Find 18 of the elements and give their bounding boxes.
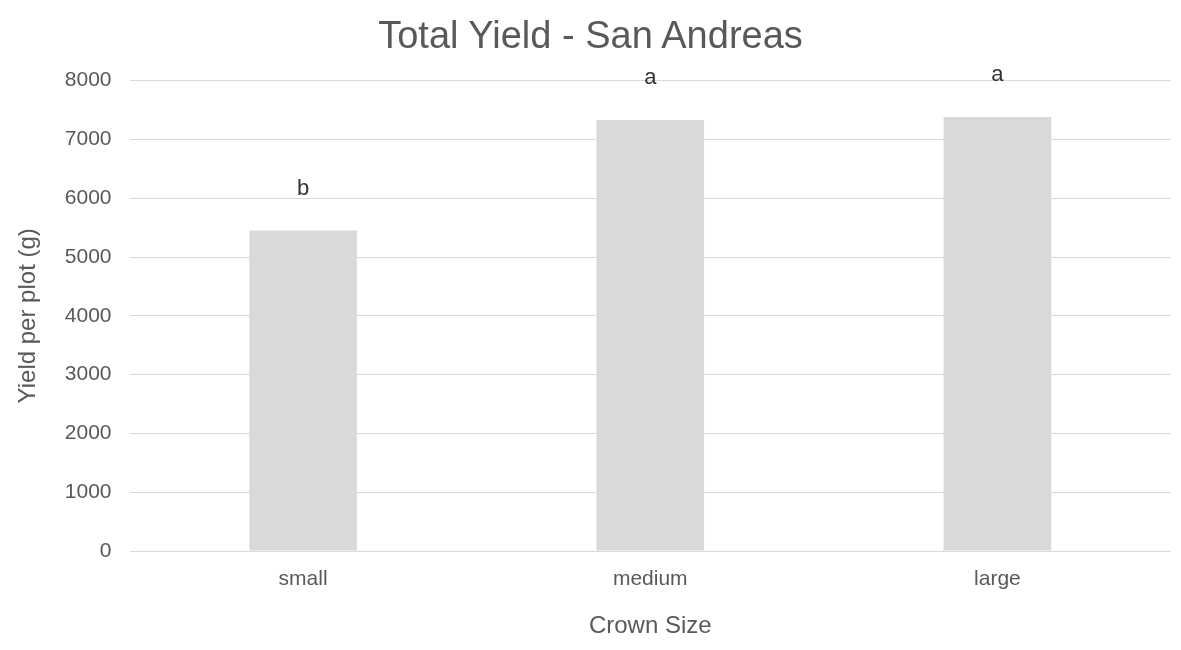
y-tick-label: 8000 <box>64 67 112 91</box>
annotation: a <box>991 61 1005 87</box>
y-tick-label: 0 <box>99 537 112 561</box>
y-tick-label: 5000 <box>64 243 112 267</box>
y-tick-label: 6000 <box>64 185 112 208</box>
chart-title: Total Yield - San Andreas <box>378 14 803 57</box>
y-tick-label: 2000 <box>64 420 112 444</box>
y-axis-title: Yield per plot (g) <box>13 228 41 404</box>
x-tick-label: medium <box>612 566 688 590</box>
annotation: a <box>644 64 658 90</box>
y-tick-label: 4000 <box>64 302 112 326</box>
x-tick-label: large <box>974 566 1021 590</box>
y-tick-label: 3000 <box>64 361 112 385</box>
x-tick-label: small <box>278 566 328 590</box>
y-tick-label: 7000 <box>64 126 112 150</box>
annotation: b <box>296 174 310 200</box>
x-axis-title: Crown Size <box>588 611 712 639</box>
y-tick-label: 1000 <box>64 479 112 502</box>
